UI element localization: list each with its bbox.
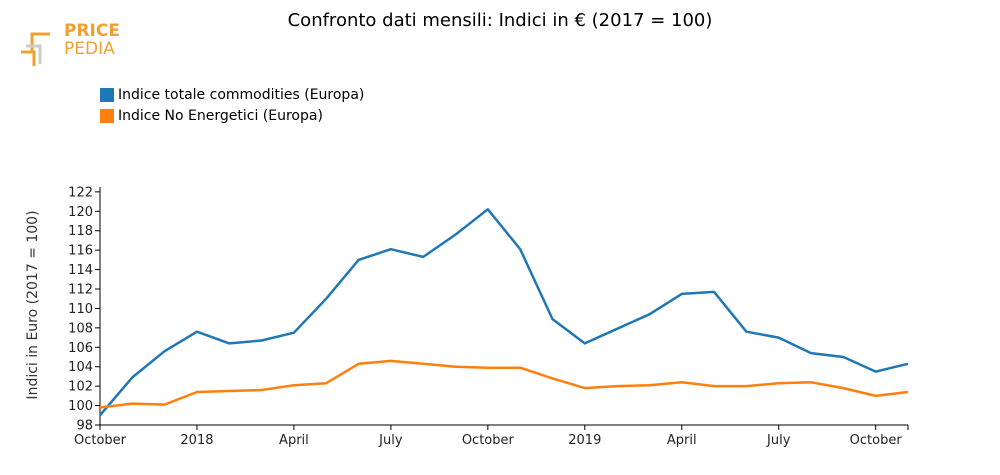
y-tick-label: 108: [68, 321, 93, 336]
series-line-1[interactable]: [99, 359, 909, 409]
y-tick-label: 112: [68, 283, 93, 298]
data-point-series-0[interactable]: [582, 340, 588, 346]
data-point-series-0[interactable]: [840, 354, 846, 360]
logo-line1: PRICE: [64, 21, 120, 41]
legend-label-series-0: Indice totale commodities (Europa): [118, 86, 365, 103]
data-point-series-0[interactable]: [873, 369, 879, 375]
data-point-series-1[interactable]: [873, 393, 879, 399]
data-point-series-0[interactable]: [517, 246, 523, 252]
y-tick-label: 98: [76, 419, 93, 434]
y-tick-label: 118: [68, 224, 93, 239]
data-point-series-0[interactable]: [485, 206, 491, 212]
x-tick-label: July: [378, 433, 403, 448]
data-point-series-1[interactable]: [485, 365, 491, 371]
data-point-series-0[interactable]: [679, 291, 685, 297]
data-point-series-0[interactable]: [129, 374, 135, 380]
data-point-series-1[interactable]: [776, 380, 782, 386]
y-tick-label: 116: [68, 244, 93, 259]
data-point-series-1[interactable]: [679, 379, 685, 385]
y-tick-label: 106: [68, 341, 93, 356]
data-point-series-1[interactable]: [420, 361, 426, 367]
chart-title: Confronto dati mensili: Indici in € (201…: [287, 10, 713, 31]
data-point-series-1[interactable]: [711, 383, 717, 389]
y-axis-title: Indici in Euro (2017 = 100): [25, 210, 41, 399]
data-point-series-1[interactable]: [549, 375, 555, 381]
y-tick-label: 114: [68, 263, 93, 278]
data-point-series-1[interactable]: [582, 385, 588, 391]
data-point-series-0[interactable]: [162, 348, 168, 354]
y-tick-label: 120: [68, 205, 93, 220]
data-point-series-1[interactable]: [453, 364, 459, 370]
data-point-series-0[interactable]: [323, 296, 329, 302]
y-tick-label: 102: [68, 380, 93, 395]
legend-label-series-1: Indice No Energetici (Europa): [118, 107, 323, 124]
data-point-series-0[interactable]: [776, 335, 782, 341]
legend-swatch-series-0: [100, 87, 114, 102]
data-point-series-1[interactable]: [291, 382, 297, 388]
x-tick-label: 2019: [568, 433, 601, 448]
x-tick-label: October: [74, 433, 127, 448]
x-tick-label: July: [766, 433, 791, 448]
x-tick-label: April: [667, 433, 697, 448]
data-point-series-1[interactable]: [905, 389, 911, 395]
pricepedia-logo: PRICE PEDIA: [21, 21, 120, 66]
y-tick-label: 122: [68, 185, 93, 200]
x-tick-label: 2018: [180, 433, 213, 448]
x-tick-label: October: [850, 433, 903, 448]
data-point-series-1[interactable]: [808, 379, 814, 385]
x-tick-label: October: [462, 433, 515, 448]
data-point-series-1[interactable]: [162, 402, 168, 408]
data-point-series-0[interactable]: [614, 326, 620, 332]
x-tick-label: April: [279, 433, 309, 448]
data-point-series-1[interactable]: [194, 389, 200, 395]
y-axis: 98 100 102 104 106 108 110 112 114 116 118 120 122: [68, 185, 101, 434]
logo-line2: PEDIA: [64, 39, 115, 59]
legend-swatch-series-1: [100, 108, 114, 123]
data-point-series-0[interactable]: [226, 340, 232, 346]
data-point-series-0[interactable]: [420, 254, 426, 260]
data-point-series-1[interactable]: [388, 358, 394, 364]
data-point-series-0[interactable]: [194, 329, 200, 335]
y-tick-label: 110: [68, 302, 93, 317]
data-point-series-0[interactable]: [453, 232, 459, 238]
x-axis: October 2018 April July October 2019 April July…: [74, 424, 909, 448]
legend-item-series-1[interactable]: Indice No Energetici (Europa): [100, 105, 364, 126]
series-layer: [97, 206, 911, 418]
data-point-series-1[interactable]: [226, 388, 232, 394]
data-point-series-0[interactable]: [259, 337, 265, 343]
data-point-series-0[interactable]: [646, 311, 652, 317]
data-point-series-1[interactable]: [97, 405, 103, 411]
data-point-series-1[interactable]: [614, 383, 620, 389]
data-point-series-1[interactable]: [646, 382, 652, 388]
y-tick-label: 104: [68, 360, 93, 375]
data-point-series-0[interactable]: [743, 329, 749, 335]
data-point-series-1[interactable]: [259, 387, 265, 393]
data-point-series-1[interactable]: [743, 383, 749, 389]
data-point-series-1[interactable]: [129, 401, 135, 407]
data-point-series-0[interactable]: [291, 330, 297, 336]
data-point-series-0[interactable]: [388, 246, 394, 252]
data-point-series-1[interactable]: [840, 385, 846, 391]
legend-item-series-0[interactable]: Indice totale commodities (Europa): [100, 84, 364, 105]
logo-mark-icon: [21, 32, 50, 66]
data-point-series-1[interactable]: [356, 361, 362, 367]
data-point-series-0[interactable]: [711, 289, 717, 295]
series-line-0[interactable]: [99, 208, 909, 417]
data-point-series-0[interactable]: [356, 257, 362, 263]
data-point-series-1[interactable]: [323, 380, 329, 386]
chart-legend: Indice totale commodities (Europa) Indic…: [100, 84, 364, 126]
data-point-series-0[interactable]: [549, 316, 555, 322]
data-point-series-0[interactable]: [808, 350, 814, 356]
data-point-series-1[interactable]: [517, 365, 523, 371]
data-point-series-0[interactable]: [97, 412, 103, 418]
y-tick-label: 100: [68, 399, 93, 414]
data-point-series-0[interactable]: [905, 361, 911, 367]
